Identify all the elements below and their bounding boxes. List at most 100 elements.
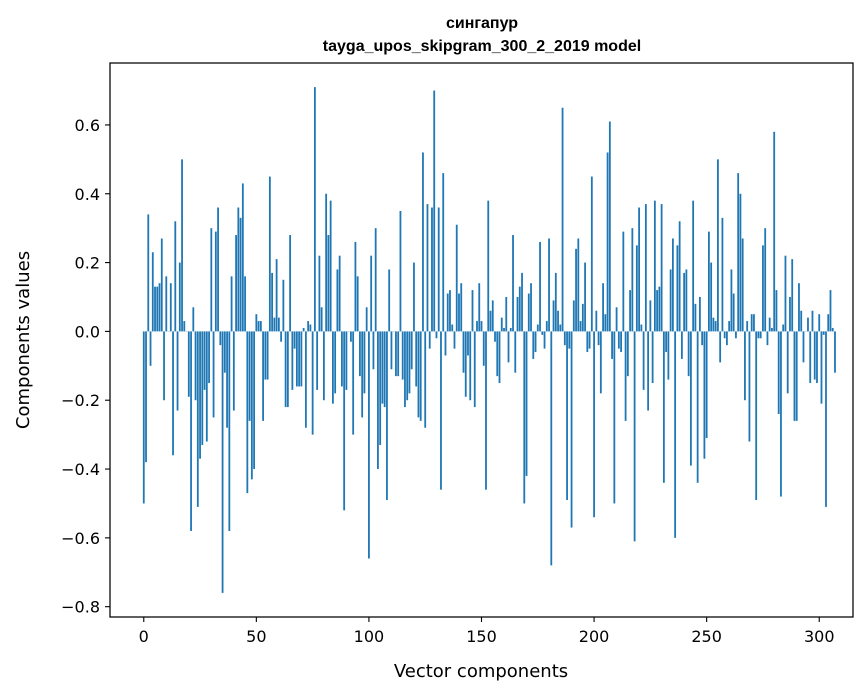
bar bbox=[710, 262, 713, 332]
bar bbox=[190, 331, 192, 531]
y-axis-label: Components values bbox=[13, 251, 34, 429]
bar bbox=[786, 331, 789, 394]
bar bbox=[257, 321, 260, 332]
bar bbox=[311, 331, 314, 435]
bar bbox=[809, 331, 812, 384]
bar bbox=[318, 255, 321, 332]
bar bbox=[232, 331, 235, 411]
bar bbox=[503, 327, 505, 332]
bar bbox=[199, 331, 201, 459]
bar bbox=[264, 331, 267, 380]
bar bbox=[237, 207, 240, 332]
bar bbox=[777, 331, 780, 414]
bar bbox=[273, 317, 276, 332]
bar bbox=[142, 331, 145, 504]
bars-group bbox=[142, 87, 836, 593]
bar bbox=[764, 228, 767, 332]
bar bbox=[674, 331, 677, 538]
bar bbox=[210, 228, 213, 332]
bar bbox=[768, 317, 771, 332]
bar bbox=[813, 331, 816, 380]
bar bbox=[732, 293, 735, 332]
bar bbox=[219, 331, 222, 346]
bar bbox=[201, 331, 204, 445]
x-tick-label: 50 bbox=[246, 627, 266, 646]
bar bbox=[626, 331, 629, 377]
bar bbox=[169, 283, 172, 332]
bar bbox=[723, 331, 726, 339]
bar bbox=[714, 321, 717, 332]
bar bbox=[300, 331, 303, 387]
bar bbox=[154, 286, 156, 332]
bar bbox=[660, 204, 663, 332]
bar bbox=[467, 331, 469, 356]
bar bbox=[370, 255, 373, 332]
bar bbox=[780, 331, 782, 497]
bar bbox=[735, 331, 737, 339]
bar bbox=[635, 245, 638, 332]
bar bbox=[750, 314, 753, 332]
bar bbox=[548, 238, 550, 332]
bar bbox=[507, 331, 510, 363]
bar bbox=[665, 331, 668, 353]
bar bbox=[656, 290, 659, 332]
bar bbox=[334, 331, 337, 394]
bar bbox=[676, 245, 679, 332]
bar bbox=[694, 303, 697, 332]
bar bbox=[762, 245, 764, 332]
bar bbox=[203, 331, 206, 390]
bar bbox=[669, 269, 672, 332]
bar bbox=[482, 331, 485, 366]
bar bbox=[491, 300, 494, 332]
bar bbox=[327, 235, 330, 332]
bar bbox=[183, 321, 186, 332]
bar bbox=[381, 331, 384, 404]
bar bbox=[708, 231, 710, 332]
bar bbox=[698, 296, 701, 332]
bar bbox=[498, 331, 501, 384]
bar bbox=[480, 321, 483, 332]
bar bbox=[782, 324, 785, 332]
bar bbox=[584, 262, 586, 332]
y-tick-label: −0.4 bbox=[61, 460, 100, 479]
bar bbox=[302, 327, 305, 332]
bar bbox=[622, 231, 625, 332]
bar bbox=[692, 200, 695, 332]
bar bbox=[408, 331, 411, 394]
bar bbox=[606, 152, 609, 332]
bar bbox=[737, 173, 740, 332]
bar bbox=[444, 331, 447, 356]
bar bbox=[259, 321, 262, 332]
bar bbox=[217, 207, 219, 332]
bar bbox=[530, 283, 532, 332]
bar bbox=[550, 331, 553, 566]
bar bbox=[417, 331, 420, 418]
bar bbox=[615, 307, 618, 332]
bar bbox=[455, 224, 458, 332]
bar bbox=[599, 331, 602, 394]
bar bbox=[559, 324, 562, 332]
bar bbox=[424, 331, 427, 428]
bar bbox=[442, 173, 445, 332]
bar bbox=[149, 331, 152, 366]
bar bbox=[449, 290, 451, 332]
bar bbox=[775, 290, 778, 332]
bar bbox=[487, 200, 490, 332]
bar bbox=[446, 293, 449, 332]
bar bbox=[552, 300, 555, 332]
bar bbox=[505, 296, 508, 332]
bar bbox=[485, 331, 487, 490]
x-tick-label: 100 bbox=[354, 627, 385, 646]
bar bbox=[401, 331, 404, 380]
bar bbox=[719, 331, 722, 363]
bar bbox=[230, 276, 233, 332]
x-tick-label: 0 bbox=[139, 627, 149, 646]
x-axis-ticks: 0 50 100 150 200 250 300 bbox=[139, 617, 835, 646]
bar bbox=[494, 331, 496, 342]
bar bbox=[165, 276, 168, 332]
bar bbox=[415, 331, 418, 387]
bar bbox=[525, 331, 528, 476]
bar bbox=[282, 279, 285, 332]
bar bbox=[496, 331, 499, 377]
